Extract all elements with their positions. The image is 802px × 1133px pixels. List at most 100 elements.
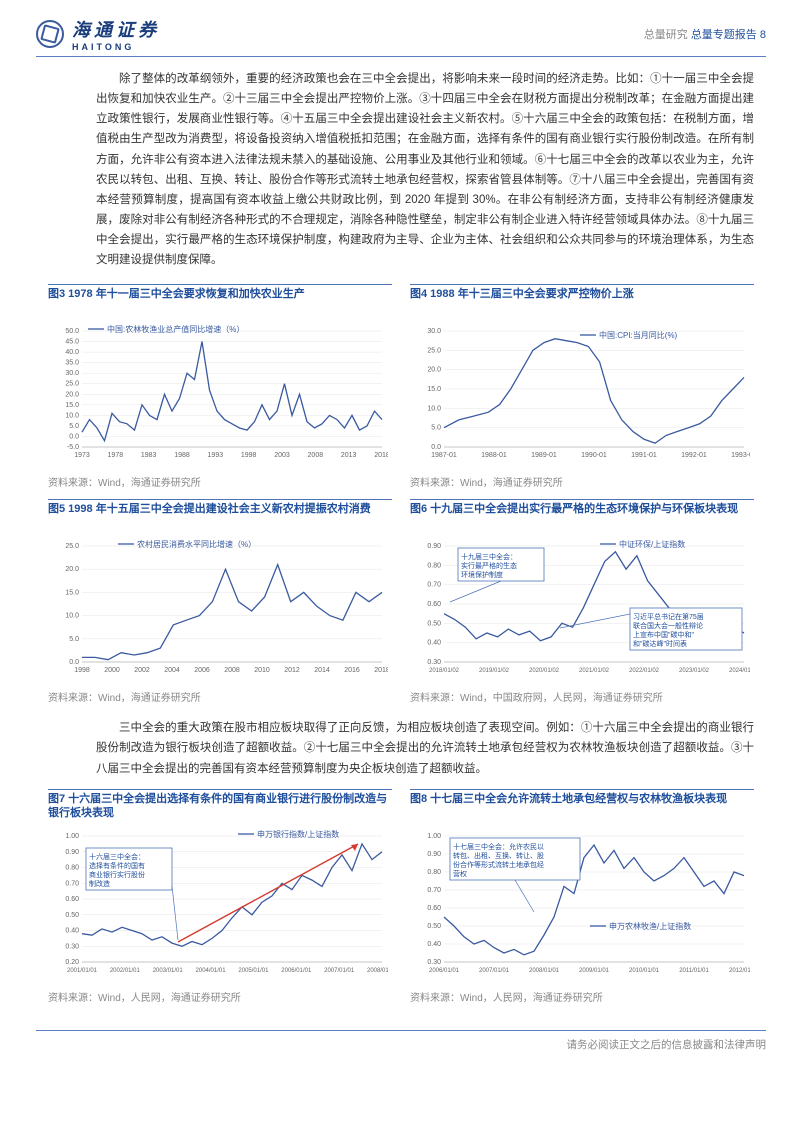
- svg-text:中国:农林牧渔业总产值同比增速（%）: 中国:农林牧渔业总产值同比增速（%）: [107, 324, 244, 334]
- svg-text:10.0: 10.0: [427, 406, 441, 413]
- svg-text:5.0: 5.0: [69, 636, 79, 643]
- haitong-icon: [36, 20, 64, 48]
- svg-text:十六届三中全会：: 十六届三中全会：: [89, 852, 145, 861]
- chart-7-src: 资料来源：Wind，人民网，海通证券研究所: [48, 989, 392, 1004]
- page-header: 海通证券 HAITONG 总量研究 总量专题报告 8: [36, 16, 766, 57]
- svg-text:2000: 2000: [104, 667, 120, 674]
- svg-text:5.0: 5.0: [69, 423, 79, 430]
- chart-4: 图4 1988 年十三届三中全会要求严控物价上涨 0.05.010.015.02…: [410, 284, 754, 489]
- svg-text:1993-01: 1993-01: [731, 452, 750, 459]
- svg-text:制改造: 制改造: [89, 879, 110, 888]
- page-footer: 请务必阅读正文之后的信息披露和法律声明: [36, 1030, 766, 1052]
- svg-text:0.50: 0.50: [427, 923, 441, 930]
- svg-text:2007/01/01: 2007/01/01: [324, 968, 355, 974]
- header-right: 总量研究 总量专题报告 8: [644, 26, 766, 42]
- svg-text:2014: 2014: [314, 667, 330, 674]
- brand-cn: 海通证券: [72, 16, 160, 42]
- svg-text:1988: 1988: [174, 452, 190, 459]
- svg-text:2002/01/01: 2002/01/01: [110, 968, 141, 974]
- svg-text:45.0: 45.0: [65, 339, 79, 346]
- chart-8-title: 图8 十七届三中全会允许流转土地承包经营权与农林牧渔板块表现: [410, 792, 754, 822]
- svg-text:20.0: 20.0: [427, 367, 441, 374]
- svg-text:0.60: 0.60: [427, 601, 441, 608]
- svg-text:2020/01/02: 2020/01/02: [529, 668, 560, 674]
- svg-text:2019/01/02: 2019/01/02: [479, 668, 510, 674]
- svg-text:1988-01: 1988-01: [481, 452, 507, 459]
- svg-text:1998: 1998: [241, 452, 257, 459]
- svg-text:1987-01: 1987-01: [431, 452, 457, 459]
- svg-text:2010/01/01: 2010/01/01: [629, 968, 660, 974]
- svg-text:0.80: 0.80: [65, 864, 79, 871]
- chart-4-title: 图4 1988 年十三届三中全会要求严控物价上涨: [410, 287, 754, 317]
- svg-text:商业银行实行股份: 商业银行实行股份: [89, 870, 145, 879]
- svg-text:10.0: 10.0: [65, 413, 79, 420]
- brand-logo: 海通证券 HAITONG: [36, 16, 160, 52]
- chart-4-plot: 0.05.010.015.020.025.030.01987-011988-01…: [410, 317, 750, 467]
- svg-text:2013: 2013: [341, 452, 357, 459]
- svg-text:30.0: 30.0: [65, 370, 79, 377]
- svg-text:0.0: 0.0: [69, 659, 79, 666]
- svg-text:2011/01/01: 2011/01/01: [679, 968, 709, 974]
- svg-text:20.0: 20.0: [65, 566, 79, 573]
- page: 海通证券 HAITONG 总量研究 总量专题报告 8 除了整体的改革纲领外，重要…: [0, 0, 802, 1076]
- svg-text:0.60: 0.60: [65, 896, 79, 903]
- svg-text:1983: 1983: [141, 452, 157, 459]
- hdr-blue: 总量专题报告: [691, 29, 757, 41]
- svg-text:50.0: 50.0: [65, 328, 79, 335]
- svg-text:0.40: 0.40: [427, 941, 441, 948]
- paragraph-2: 三中全会的重大政策在股市相应板块取得了正向反馈，为相应板块创造了表现空间。例如：…: [96, 718, 754, 778]
- svg-text:2001/01/01: 2001/01/01: [67, 968, 98, 974]
- svg-text:联合国大会一般性辩论: 联合国大会一般性辩论: [633, 621, 703, 630]
- svg-text:2003/01/01: 2003/01/01: [153, 968, 184, 974]
- svg-text:1992-01: 1992-01: [681, 452, 707, 459]
- svg-text:1.00: 1.00: [427, 833, 441, 840]
- svg-text:1.00: 1.00: [65, 833, 79, 840]
- svg-text:0.30: 0.30: [65, 943, 79, 950]
- svg-text:2009/01/01: 2009/01/01: [579, 968, 610, 974]
- svg-text:2006/01/01: 2006/01/01: [429, 968, 460, 974]
- svg-text:25.0: 25.0: [65, 543, 79, 550]
- svg-text:2018/01/02: 2018/01/02: [429, 668, 460, 674]
- svg-text:0.80: 0.80: [427, 563, 441, 570]
- chart-8-plot: 0.300.400.500.600.700.800.901.002006/01/…: [410, 822, 750, 982]
- svg-text:0.40: 0.40: [427, 640, 441, 647]
- chart-5-title: 图5 1998 年十五届三中全会提出建设社会主义新农村提振农村消费: [48, 502, 392, 532]
- hdr-grey: 总量研究: [644, 29, 688, 41]
- chart-8: 图8 十七届三中全会允许流转土地承包经营权与农林牧渔板块表现 0.300.400…: [410, 789, 754, 1004]
- svg-text:-5.0: -5.0: [67, 444, 79, 451]
- svg-text:1993: 1993: [208, 452, 224, 459]
- svg-text:申万农林牧渔/上证指数: 申万农林牧渔/上证指数: [609, 921, 691, 931]
- svg-text:15.0: 15.0: [65, 402, 79, 409]
- chart-7: 图7 十六届三中全会提出选择有条件的国有商业银行进行股份制改造与银行板块表现 0…: [48, 789, 392, 1004]
- svg-text:和"碳达峰"时间表: 和"碳达峰"时间表: [633, 639, 687, 648]
- svg-text:份合作等形式流转土地承包经: 份合作等形式流转土地承包经: [453, 860, 544, 869]
- svg-text:申万银行指数/上证指数: 申万银行指数/上证指数: [257, 829, 339, 839]
- svg-text:2023/01/02: 2023/01/02: [679, 668, 710, 674]
- chart-5-plot: 0.05.010.015.020.025.0199820002002200420…: [48, 532, 388, 682]
- svg-text:2008/01/01: 2008/01/01: [529, 968, 560, 974]
- brand-text: 海通证券 HAITONG: [72, 16, 160, 52]
- svg-text:0.40: 0.40: [65, 927, 79, 934]
- svg-text:0.70: 0.70: [427, 887, 441, 894]
- svg-text:1998: 1998: [74, 667, 90, 674]
- svg-text:1990-01: 1990-01: [581, 452, 607, 459]
- svg-text:0.80: 0.80: [427, 869, 441, 876]
- svg-text:0.90: 0.90: [427, 543, 441, 550]
- svg-text:习近平总书记在第75届: 习近平总书记在第75届: [633, 612, 704, 621]
- svg-text:十七届三中全会：允许农民以: 十七届三中全会：允许农民以: [453, 842, 544, 851]
- svg-text:2022/01/02: 2022/01/02: [629, 668, 660, 674]
- svg-text:2006/01/01: 2006/01/01: [281, 968, 312, 974]
- svg-text:十九届三中全会：: 十九届三中全会：: [461, 552, 517, 561]
- brand-en: HAITONG: [72, 42, 160, 52]
- svg-text:2004: 2004: [164, 667, 180, 674]
- svg-text:0.70: 0.70: [65, 880, 79, 887]
- svg-text:上宣布中国"碳中和": 上宣布中国"碳中和": [633, 630, 694, 639]
- svg-text:5.0: 5.0: [431, 425, 441, 432]
- svg-text:2018: 2018: [374, 667, 388, 674]
- svg-text:1991-01: 1991-01: [631, 452, 657, 459]
- svg-text:2012: 2012: [284, 667, 300, 674]
- chart-6: 图6 十九届三中全会提出实行最严格的生态环境保护与环保板块表现 0.300.40…: [410, 499, 754, 704]
- svg-text:0.30: 0.30: [427, 659, 441, 666]
- svg-text:0.0: 0.0: [431, 444, 441, 451]
- svg-text:中证环保/上证指数: 中证环保/上证指数: [619, 539, 685, 549]
